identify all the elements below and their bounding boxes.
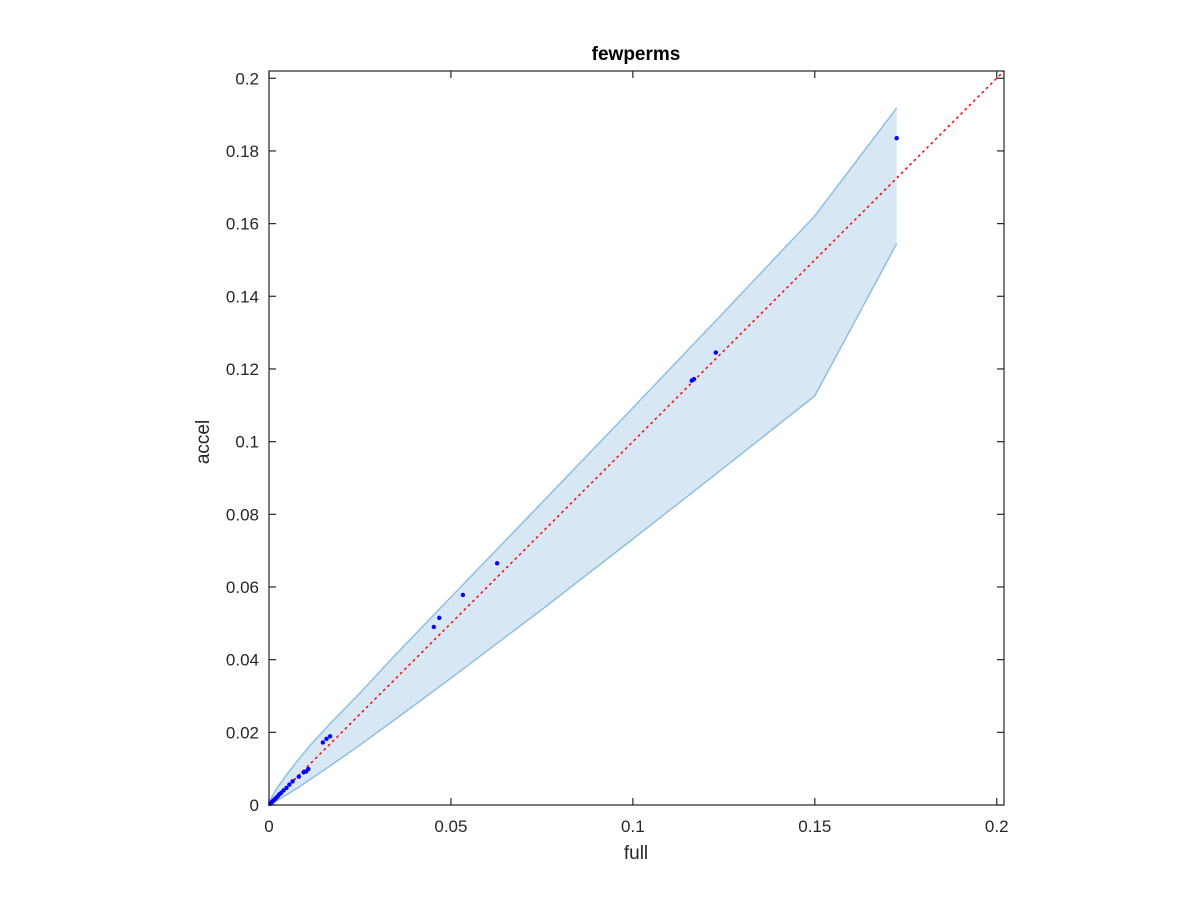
confidence-band <box>269 108 897 805</box>
data-point <box>287 782 292 787</box>
y-tick-label: 0.12 <box>226 360 259 379</box>
data-point <box>691 376 697 382</box>
x-tick-label: 0 <box>264 817 273 836</box>
data-point <box>713 350 719 355</box>
y-tick-label: 0.1 <box>235 433 259 452</box>
x-axis-label: full <box>624 843 648 864</box>
y-tick-label: 0.16 <box>226 215 259 234</box>
plot-area <box>267 70 1005 807</box>
x-tick-label: 0.1 <box>621 817 645 836</box>
y-tick-label: 0 <box>250 796 259 815</box>
y-tick-label: 0.18 <box>226 142 259 161</box>
data-point <box>327 734 333 739</box>
data-point <box>284 785 289 791</box>
y-tick-label: 0.04 <box>226 651 259 670</box>
x-tick-label: 0.05 <box>434 817 467 836</box>
data-point <box>460 592 466 598</box>
y-tick-label: 0.2 <box>235 69 259 88</box>
chart-title: fewperms <box>592 44 681 65</box>
confidence-band-upper-edge <box>268 107 898 806</box>
y-tick-label: 0.14 <box>226 287 259 306</box>
data-point <box>894 136 899 141</box>
reference-line <box>268 70 1005 806</box>
data-point <box>290 779 295 784</box>
y-axis-label: accel <box>193 420 214 464</box>
axes-box <box>268 70 1005 806</box>
data-point <box>494 561 500 566</box>
data-point <box>431 624 437 630</box>
data-point <box>306 766 311 772</box>
data-point <box>320 740 326 745</box>
data-point <box>296 774 302 779</box>
y-tick-label: 0.02 <box>226 723 259 742</box>
x-tick-label: 0.2 <box>985 817 1009 836</box>
data-point <box>281 788 286 793</box>
x-tick-label: 0.15 <box>798 817 831 836</box>
y-tick-label: 0.06 <box>226 578 259 597</box>
data-point <box>324 736 329 742</box>
axes: 0 0.05 0.1 0.15 0.2 0 0.02 0.04 0.06 0.08 0.1 0.12 0… <box>226 69 1009 836</box>
y-tick-label: 0.08 <box>226 505 259 524</box>
data-point <box>437 615 442 621</box>
